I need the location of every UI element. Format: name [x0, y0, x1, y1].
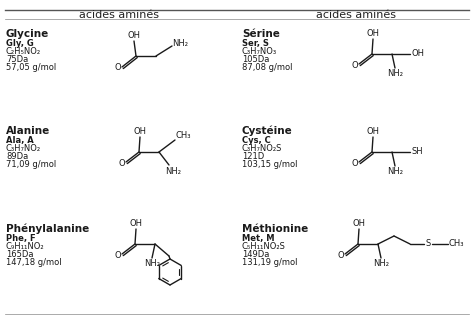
Text: Méthionine: Méthionine — [242, 224, 308, 234]
Text: NH₂: NH₂ — [387, 168, 403, 177]
Text: OH: OH — [366, 128, 380, 136]
Text: C₃H₇NO₂: C₃H₇NO₂ — [6, 144, 41, 153]
Text: C₃H₇NO₂S: C₃H₇NO₂S — [242, 144, 283, 153]
Text: 147,18 g/mol: 147,18 g/mol — [6, 258, 62, 267]
Text: OH: OH — [128, 31, 140, 40]
Text: NH₂: NH₂ — [165, 167, 181, 176]
Text: 131,19 g/mol: 131,19 g/mol — [242, 258, 298, 267]
Text: Sérine: Sérine — [242, 29, 280, 39]
Text: Cys, C: Cys, C — [242, 136, 271, 145]
Text: C₉H₁₁NO₂: C₉H₁₁NO₂ — [6, 242, 45, 251]
Text: CH₃: CH₃ — [448, 239, 464, 249]
Text: NH₂: NH₂ — [387, 70, 403, 78]
Text: Gly, G: Gly, G — [6, 39, 34, 48]
Text: S: S — [425, 239, 430, 249]
Text: C₃H₇NO₃: C₃H₇NO₃ — [242, 47, 277, 56]
Text: O: O — [115, 64, 121, 73]
Text: NH₂: NH₂ — [373, 260, 389, 269]
Text: O: O — [115, 250, 121, 260]
Text: acides aminés: acides aminés — [316, 9, 396, 19]
Text: 165Da: 165Da — [6, 250, 34, 259]
Text: 121D: 121D — [242, 152, 264, 161]
Text: 75Da: 75Da — [6, 55, 28, 64]
Text: Alanine: Alanine — [6, 126, 50, 136]
Text: Phe, F: Phe, F — [6, 234, 36, 243]
Text: 57,05 g/mol: 57,05 g/mol — [6, 63, 56, 72]
Text: acides aminés: acides aminés — [79, 9, 159, 19]
Text: Ser, S: Ser, S — [242, 39, 269, 48]
Text: Phénylalanine: Phénylalanine — [6, 224, 89, 235]
Text: O: O — [352, 158, 358, 168]
Text: NH₂: NH₂ — [144, 260, 160, 269]
Text: OH: OH — [129, 219, 143, 228]
Text: OH: OH — [134, 128, 146, 136]
Text: OH: OH — [411, 50, 425, 59]
Text: O: O — [352, 61, 358, 70]
Text: O: O — [337, 250, 344, 260]
Text: 71,09 g/mol: 71,09 g/mol — [6, 160, 56, 169]
Text: Cystéine: Cystéine — [242, 126, 293, 136]
Text: 87,08 g/mol: 87,08 g/mol — [242, 63, 292, 72]
Text: C₅H₁₁NO₂S: C₅H₁₁NO₂S — [242, 242, 286, 251]
Text: OH: OH — [353, 219, 365, 228]
Text: OH: OH — [366, 29, 380, 39]
Text: Ala, A: Ala, A — [6, 136, 34, 145]
Text: Met, M: Met, M — [242, 234, 274, 243]
Text: CH₃: CH₃ — [175, 132, 191, 141]
Text: NH₂: NH₂ — [172, 40, 188, 49]
Text: C₂H₅NO₂: C₂H₅NO₂ — [6, 47, 41, 56]
Text: 105Da: 105Da — [242, 55, 269, 64]
Text: Glycine: Glycine — [6, 29, 49, 39]
Text: 89Da: 89Da — [6, 152, 28, 161]
Text: 103,15 g/mol: 103,15 g/mol — [242, 160, 298, 169]
Text: 149Da: 149Da — [242, 250, 269, 259]
Text: SH: SH — [411, 147, 423, 156]
Text: O: O — [118, 158, 125, 168]
